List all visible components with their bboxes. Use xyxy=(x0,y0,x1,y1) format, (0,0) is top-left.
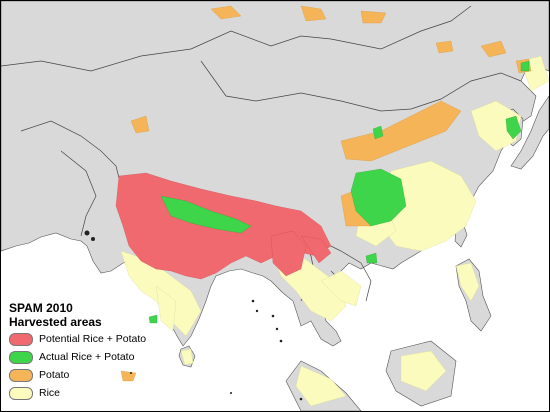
legend-item-potential: Potential Rice + Potato xyxy=(9,331,169,347)
rice-areas xyxy=(120,55,549,407)
legend-swatch-potential xyxy=(9,332,33,346)
coastline-specks xyxy=(84,230,303,401)
legend-label-potential: Potential Rice + Potato xyxy=(39,333,147,345)
legend-swatch-potato xyxy=(9,368,33,382)
legend-item-actual: Actual Rice + Potato xyxy=(9,349,169,365)
legend-title-line1: SPAM 2010 xyxy=(9,301,73,315)
legend-title-line2: Harvested areas xyxy=(9,315,102,329)
legend-label-actual: Actual Rice + Potato xyxy=(39,351,135,363)
legend-item-rice: Rice xyxy=(9,385,169,401)
legend-item-potato: Potato xyxy=(9,367,169,383)
legend-label-potato: Potato xyxy=(39,369,70,381)
actual-rice-potato-areas xyxy=(148,60,530,324)
legend-swatch-rice xyxy=(9,386,33,400)
japan-land xyxy=(510,95,549,170)
legend-label-rice: Rice xyxy=(39,387,61,399)
legend-swatch-actual xyxy=(9,350,33,364)
map-legend: SPAM 2010 Harvested areas Potential Rice… xyxy=(9,301,169,401)
